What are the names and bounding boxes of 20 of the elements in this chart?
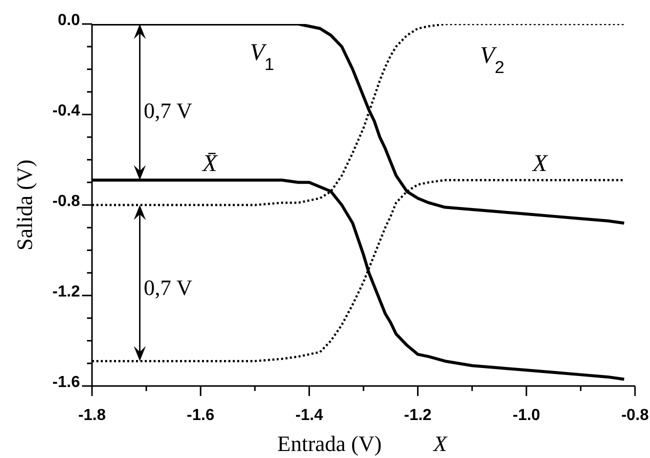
x-tick-label: -1.2: [404, 407, 432, 424]
x-axis-title: Entrada (V): [277, 431, 382, 456]
series-label: V$_{1}$: [250, 40, 274, 74]
y-tick-label: -0.4: [52, 102, 80, 120]
x-tick-label: -1.6: [186, 407, 214, 424]
series-label: V$_{2}$: [480, 43, 504, 78]
annotation: 0,7 V: [144, 98, 192, 124]
y-tick-label: -1.2: [52, 284, 80, 300]
series-label: X̄: [201, 151, 218, 178]
text: X: [432, 431, 448, 456]
x-tick-label: -0.8: [621, 407, 649, 424]
x-tick-label: -1.8: [78, 407, 106, 424]
annotation: 0,7 V: [144, 275, 192, 300]
y-tick-label: -1.6: [52, 374, 80, 391]
y-tick-label: 0.0: [58, 12, 80, 29]
y-axis-title: Salida (V): [12, 159, 36, 251]
x-tick-label: -1.4: [295, 407, 324, 424]
x-tick-label: -1.0: [512, 407, 540, 424]
y-tick-label: -0.8: [52, 193, 80, 210]
series-label: X: [532, 151, 549, 178]
